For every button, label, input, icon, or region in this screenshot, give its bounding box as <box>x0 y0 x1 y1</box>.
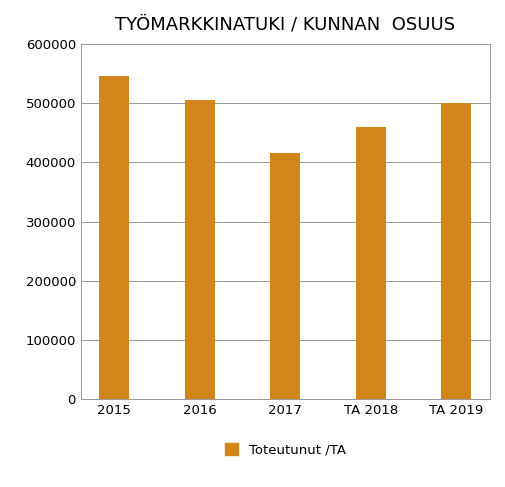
Bar <box>441 103 471 399</box>
Bar <box>270 153 300 399</box>
Bar <box>99 76 129 399</box>
Bar <box>356 127 386 399</box>
Title: TYÖMARKKINATUKI / KUNNAN  OSUUS: TYÖMARKKINATUKI / KUNNAN OSUUS <box>115 16 456 34</box>
Legend: Toteutunut /TA: Toteutunut /TA <box>225 443 346 457</box>
Bar <box>185 100 215 399</box>
